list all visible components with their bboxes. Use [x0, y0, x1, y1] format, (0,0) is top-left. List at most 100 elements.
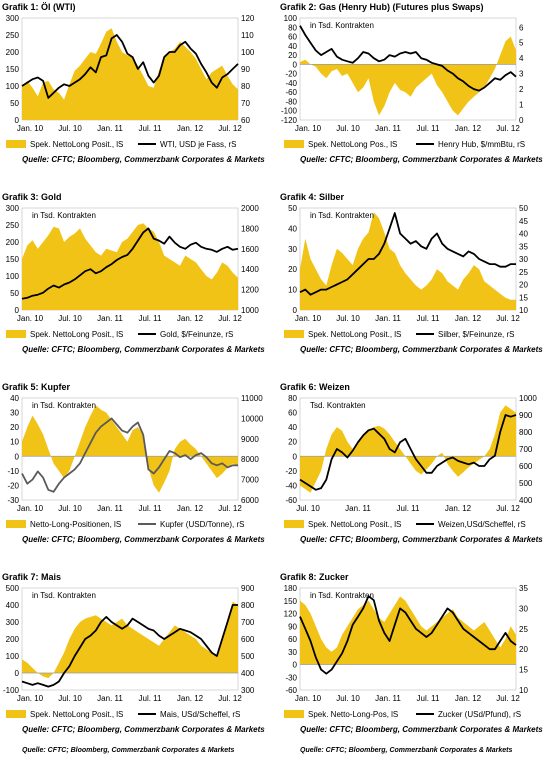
chart-note: in Tsd. Kontrakten — [310, 21, 374, 30]
chart-note: Tsd. Kontrakten — [310, 401, 366, 410]
left-tick-label: 10 — [288, 286, 297, 295]
x-tick-label: Jul. 11 — [139, 694, 163, 703]
legend-area-swatch — [6, 140, 26, 148]
x-tick-label: Jan. 11 — [375, 694, 401, 703]
right-tick-label: 300 — [241, 686, 255, 695]
left-tick-label: 80 — [288, 394, 297, 403]
right-tick-label: 90 — [241, 65, 250, 74]
legend-area-label: Spek. NettoLong Posit., lS — [308, 520, 401, 529]
right-tick-label: 45 — [519, 217, 528, 226]
right-tick-label: 25 — [519, 625, 528, 634]
left-tick-label: 20 — [288, 51, 297, 60]
x-tick-label: Jan. 11 — [97, 124, 123, 133]
left-tick-label: 100 — [284, 14, 298, 23]
legend-line-label: WTI, USD je Fass, rS — [160, 140, 236, 149]
right-tick-label: 7000 — [241, 476, 259, 485]
net-long-area — [22, 223, 238, 310]
right-tick-label: 700 — [241, 618, 255, 627]
x-tick-label: Jan. 12 — [177, 504, 204, 513]
chart-svg-3: Grafik 3: Gold 0 50 100 150 200 250 300 1000 1200… — [2, 192, 265, 354]
right-tick-label: 1200 — [241, 286, 259, 295]
left-tick-label: -100 — [3, 686, 20, 695]
chart-note: in Tsd. Kontrakten — [310, 211, 374, 220]
x-tick-label: Jan. 11 — [97, 504, 123, 513]
chart-panel-5: Grafik 5: Kupfer -30 -20 -10 0 10 20 30 40 6000 70… — [0, 380, 278, 570]
x-tick-label: Jan. 12 — [445, 504, 472, 513]
price-line — [299, 25, 517, 92]
x-tick-label: Jul. 10 — [336, 314, 360, 323]
chart-title: Grafik 2: Gas (Henry Hub) (Futures plus … — [280, 2, 484, 12]
price-line — [21, 227, 239, 300]
right-tick-label: 900 — [241, 584, 255, 593]
x-tick-label: Jul. 12 — [218, 124, 242, 133]
left-tick-label: 150 — [6, 65, 20, 74]
chart-title: Grafik 6: Weizen — [280, 382, 350, 392]
chart-svg-5: Grafik 5: Kupfer -30 -20 -10 0 10 20 30 40 6000 70… — [2, 382, 265, 544]
left-tick-label: 60 — [288, 33, 297, 42]
x-tick-label: Jan. 11 — [375, 314, 401, 323]
left-tick-label: 150 — [284, 597, 298, 606]
left-tick-label: -60 — [285, 686, 297, 695]
left-tick-label: 30 — [288, 245, 297, 254]
chart-title: Grafik 1: Öl (WTI) — [2, 2, 76, 12]
right-tick-label: 400 — [241, 669, 255, 678]
right-tick-label: 1000 — [241, 306, 259, 315]
right-tick-label: 1600 — [241, 245, 259, 254]
left-tick-label: -120 — [281, 116, 298, 125]
net-long-area — [22, 405, 238, 493]
left-tick-label: 100 — [6, 652, 20, 661]
chart-note: in Tsd. Kontrakten — [310, 591, 374, 600]
right-tick-label: 25 — [519, 268, 528, 277]
left-tick-label: -40 — [285, 79, 297, 88]
right-tick-label: 6 — [519, 23, 524, 32]
right-tick-label: 100 — [241, 48, 255, 57]
chart-svg-6: Grafik 6: Weizen -60 -40 -20 0 20 40 60 80 400 500… — [280, 382, 543, 544]
right-tick-label: 10 — [519, 306, 528, 315]
x-tick-label: Jul. 12 — [218, 504, 242, 513]
left-tick-label: 0 — [293, 452, 298, 461]
left-tick-label: 250 — [6, 221, 20, 230]
legend-area-swatch — [6, 330, 26, 338]
left-tick-label: 300 — [6, 618, 20, 627]
right-tick-label: 50 — [519, 204, 528, 213]
chart-source: Quelle: CFTC; Bloomberg, Commerzbank Cor… — [300, 535, 543, 544]
x-tick-label: Jul. 10 — [58, 124, 82, 133]
right-tick-label: 3 — [519, 70, 524, 79]
left-tick-label: 40 — [10, 394, 19, 403]
plot-frame — [299, 17, 517, 121]
right-tick-label: 80 — [241, 82, 250, 91]
chart-panel-7: Grafik 7: Mais -100 0 100 200 300 400 500 300 400… — [0, 570, 278, 760]
right-tick-label: 70 — [241, 99, 250, 108]
x-tick-label: Jul. 12 — [496, 314, 520, 323]
legend-area-swatch — [284, 520, 304, 528]
left-tick-label: -30 — [285, 673, 297, 682]
left-tick-label: 40 — [288, 42, 297, 51]
right-tick-label: 1800 — [241, 224, 259, 233]
price-line — [21, 604, 238, 688]
x-tick-label: Jul. 11 — [417, 314, 441, 323]
left-tick-label: 180 — [284, 584, 298, 593]
legend-line-label: Weizen,USd/Scheffel, rS — [438, 520, 526, 529]
x-tick-label: Jan. 12 — [177, 694, 204, 703]
chart-source: Quelle: CFTC; Bloomberg, Commerzbank Cor… — [22, 725, 265, 734]
x-tick-label: Jul. 12 — [218, 314, 242, 323]
left-tick-label: 0 — [293, 661, 298, 670]
x-tick-label: Jan. 11 — [375, 124, 401, 133]
right-tick-label: 800 — [241, 601, 255, 610]
legend-area-swatch — [284, 140, 304, 148]
legend-area-label: Spek. NettoLong Pos., lS — [308, 140, 397, 149]
x-tick-label: Jan. 10 — [17, 504, 44, 513]
x-tick-label: Jan. 11 — [97, 694, 123, 703]
x-tick-label: Jan. 11 — [97, 314, 123, 323]
chart-source: Quelle: CFTC; Bloomberg, Commerzbank Cor… — [22, 345, 265, 354]
x-tick-label: Jul. 10 — [336, 694, 360, 703]
legend-area-swatch — [284, 330, 304, 338]
net-long-area — [300, 212, 516, 310]
net-long-area — [300, 596, 516, 665]
left-tick-label: 40 — [288, 423, 297, 432]
x-tick-label: Jan. 12 — [455, 124, 482, 133]
right-tick-label: 20 — [519, 645, 528, 654]
right-tick-label: 700 — [519, 445, 533, 454]
x-tick-label: Jul. 11 — [139, 314, 163, 323]
right-tick-label: 35 — [519, 584, 528, 593]
